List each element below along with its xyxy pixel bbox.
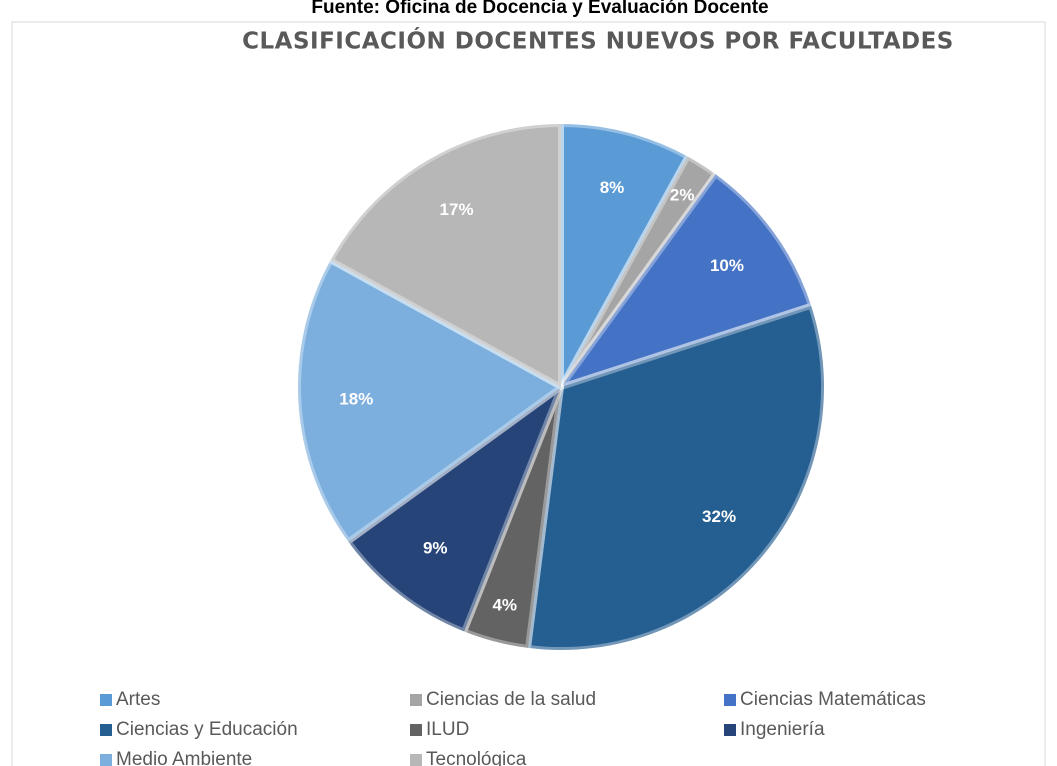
data-label: 18% [339, 389, 373, 408]
pie-slice [461, 384, 564, 651]
legend-marker [410, 754, 422, 766]
legend-label: Ciencias Matemáticas [740, 689, 926, 710]
data-label: 8% [600, 178, 625, 197]
legend-marker [100, 694, 112, 706]
data-label: 10% [710, 256, 744, 275]
pie-slice [295, 257, 564, 545]
legend-marker [724, 694, 736, 706]
pie-slice [345, 384, 564, 635]
data-label: 32% [702, 507, 736, 526]
data-label: 17% [440, 200, 474, 219]
data-label: 2% [670, 186, 695, 205]
legend-marker [724, 724, 736, 736]
legend-label: ILUD [426, 719, 469, 740]
pie-slice [558, 153, 719, 390]
data-label: 9% [423, 539, 448, 558]
chart-title: CLASIFICACIÓN DOCENTES NUEVOS POR FACULT… [242, 27, 954, 55]
legend-label: Ciencias de la salud [426, 689, 596, 710]
pie-slice [558, 121, 691, 390]
legend-label: Ingeniería [740, 719, 825, 740]
legend-label: Artes [116, 689, 160, 710]
legend-label: Ciencias y Educación [116, 719, 298, 740]
legend-marker [100, 754, 112, 766]
pie-slice [558, 171, 815, 390]
legend-marker [410, 694, 422, 706]
legend-marker [410, 724, 422, 736]
legend-label: Medio Ambiente [116, 749, 252, 766]
legend-label: Tecnológica [426, 749, 527, 766]
pie-slice [327, 121, 564, 390]
legend-marker [100, 724, 112, 736]
source-note: Fuente: Oficina de Docencia y Evaluación… [311, 0, 768, 18]
pie-slice [525, 302, 827, 653]
data-label: 4% [492, 596, 517, 615]
